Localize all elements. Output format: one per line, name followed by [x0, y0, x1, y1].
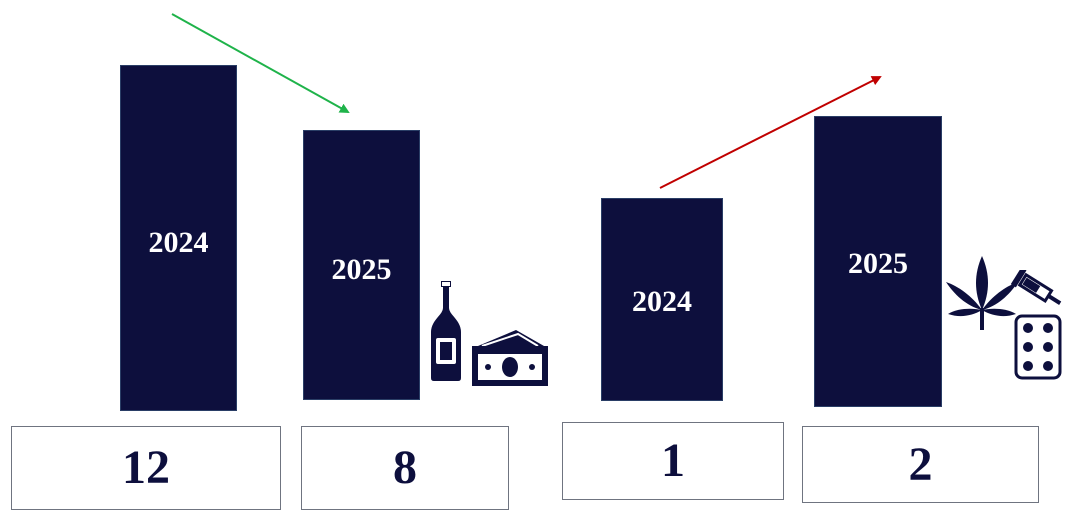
bar-group2-2024: 2024: [601, 198, 723, 401]
bar-group1-2024: 2024: [120, 65, 237, 411]
increase-arrow: [659, 76, 882, 189]
value-box: 2: [802, 426, 1039, 503]
bar-label: 2024: [632, 285, 692, 318]
cannabis-leaf-icon: [946, 256, 1018, 330]
value-text: 2: [908, 437, 933, 491]
bar-group2-2025: 2025: [814, 116, 942, 407]
value-text: 8: [393, 441, 417, 494]
pills-icon: [1014, 314, 1062, 380]
bar-label: 2025: [331, 253, 392, 286]
value-box: 1: [562, 422, 784, 500]
decrease-arrow: [171, 13, 350, 113]
value-box: 8: [301, 426, 509, 510]
bar-label: 2025: [848, 247, 908, 280]
value-text: 1: [661, 434, 685, 487]
value-box: 12: [11, 426, 281, 510]
value-text: 12: [122, 441, 170, 494]
syringe-icon: [1010, 270, 1062, 305]
money-icon: [472, 330, 548, 386]
bottle-icon: [429, 279, 463, 383]
bar-label: 2024: [148, 226, 209, 259]
bar-group1-2025: 2025: [303, 130, 420, 400]
